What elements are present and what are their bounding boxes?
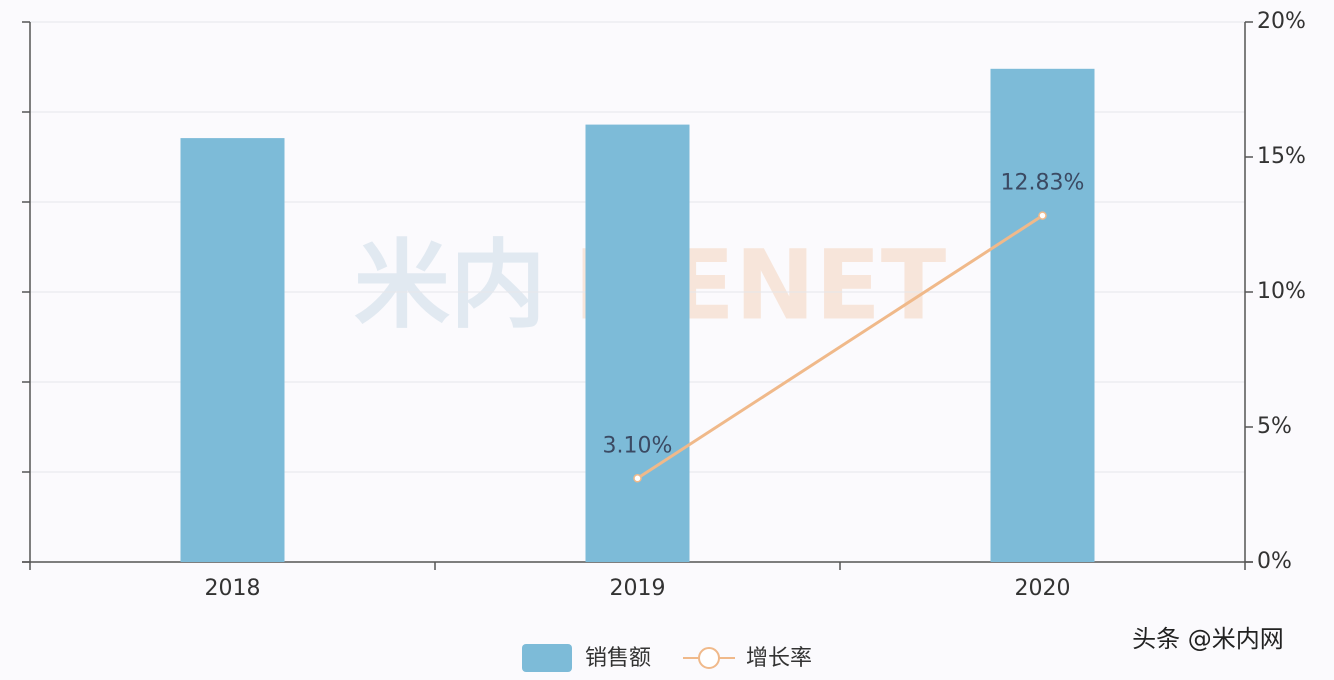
y2-tick-label: 20%	[1257, 9, 1306, 34]
bar	[585, 124, 690, 562]
x-tick-label: 2019	[610, 576, 666, 601]
legend-swatch	[522, 644, 572, 672]
y2-tick-label: 5%	[1257, 414, 1292, 439]
legend-label: 增长率	[746, 646, 812, 671]
data-label: 3.10%	[603, 433, 673, 458]
x-tick-label: 2020	[1015, 576, 1071, 601]
x-tick-label: 2018	[205, 576, 261, 601]
legend-swatch	[698, 647, 720, 669]
y2-tick-label: 0%	[1257, 549, 1292, 574]
data-label: 12.83%	[1001, 171, 1085, 196]
line-point	[633, 474, 642, 483]
watermark-cn: 米内	[354, 229, 546, 341]
y2-tick-label: 10%	[1257, 279, 1306, 304]
y2-tick-label: 15%	[1257, 144, 1306, 169]
line-point	[1038, 211, 1047, 220]
bar	[180, 138, 285, 562]
legend-label: 销售额	[585, 646, 651, 671]
footer: 头条 @米内网	[1132, 625, 1284, 653]
bar	[990, 68, 1095, 563]
line	[636, 214, 1044, 480]
